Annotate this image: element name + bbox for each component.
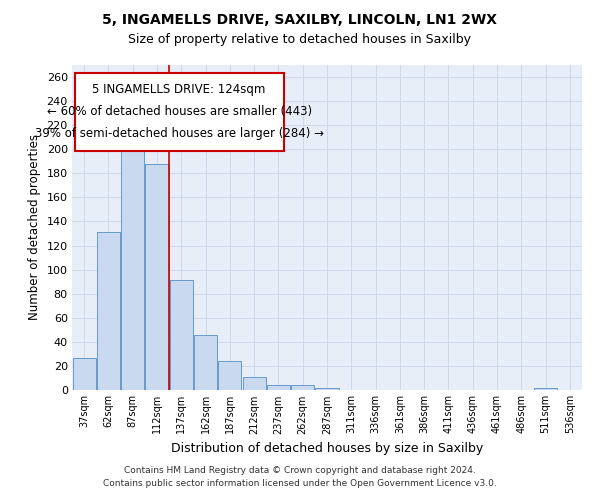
- Bar: [242, 377, 266, 390]
- Bar: [97, 232, 120, 390]
- Bar: [316, 388, 338, 390]
- Bar: [170, 280, 193, 390]
- Bar: [267, 385, 290, 390]
- Bar: [121, 132, 144, 390]
- Text: Contains HM Land Registry data © Crown copyright and database right 2024.
Contai: Contains HM Land Registry data © Crown c…: [103, 466, 497, 487]
- X-axis label: Distribution of detached houses by size in Saxilby: Distribution of detached houses by size …: [171, 442, 483, 455]
- FancyBboxPatch shape: [74, 73, 284, 151]
- Text: 5 INGAMELLS DRIVE: 124sqm: 5 INGAMELLS DRIVE: 124sqm: [92, 83, 266, 96]
- Text: ← 60% of detached houses are smaller (443): ← 60% of detached houses are smaller (44…: [47, 105, 311, 118]
- Bar: [194, 334, 217, 390]
- Text: 39% of semi-detached houses are larger (284) →: 39% of semi-detached houses are larger (…: [35, 128, 323, 140]
- Bar: [218, 361, 241, 390]
- Bar: [145, 164, 169, 390]
- Y-axis label: Number of detached properties: Number of detached properties: [28, 134, 41, 320]
- Bar: [534, 388, 557, 390]
- Text: Size of property relative to detached houses in Saxilby: Size of property relative to detached ho…: [128, 32, 472, 46]
- Text: 5, INGAMELLS DRIVE, SAXILBY, LINCOLN, LN1 2WX: 5, INGAMELLS DRIVE, SAXILBY, LINCOLN, LN…: [103, 12, 497, 26]
- Bar: [73, 358, 95, 390]
- Bar: [291, 385, 314, 390]
